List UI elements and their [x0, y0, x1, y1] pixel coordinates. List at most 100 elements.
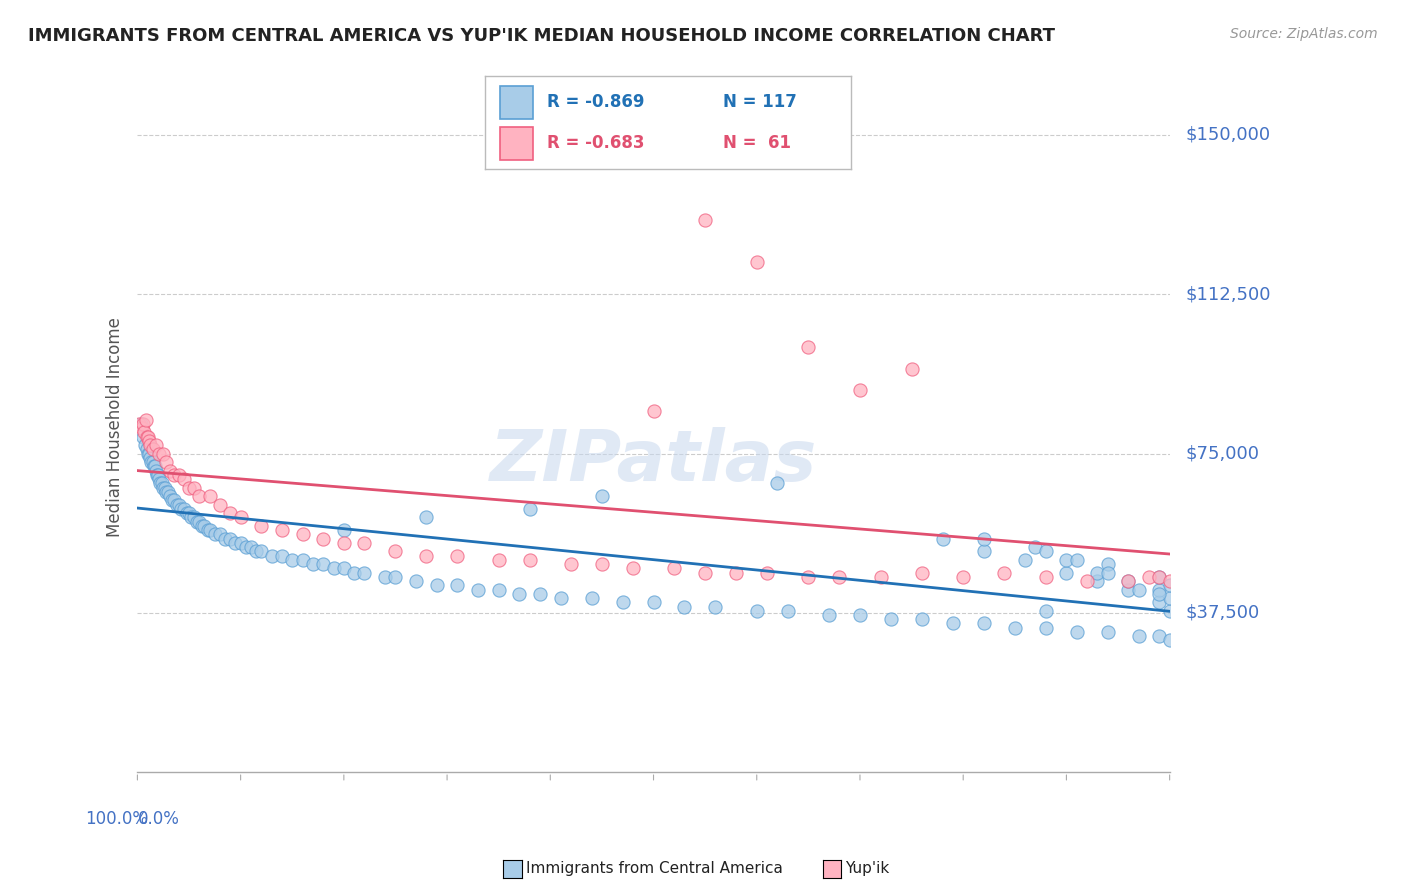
Point [170, 501, 193, 516]
Point [145, 464, 167, 478]
Text: $75,000: $75,000 [1185, 444, 1260, 463]
Point [312, 557, 335, 571]
Point [550, 591, 572, 605]
Point [849, 383, 872, 397]
Point [176, 506, 198, 520]
Point [973, 544, 995, 558]
Point [135, 429, 157, 443]
Point [446, 549, 468, 563]
Point [152, 446, 174, 460]
Text: R = -0.869: R = -0.869 [547, 93, 645, 111]
Point [1097, 625, 1119, 640]
Point [1149, 587, 1171, 601]
Point [353, 536, 375, 550]
Point [828, 570, 851, 584]
Point [162, 467, 184, 482]
Point [1149, 570, 1171, 584]
Y-axis label: Median Household Income: Median Household Income [105, 317, 124, 537]
Point [188, 489, 211, 503]
Point [643, 595, 665, 609]
Text: Immigrants from Central America: Immigrants from Central America [526, 862, 783, 876]
FancyBboxPatch shape [499, 87, 533, 119]
Point [162, 493, 184, 508]
Point [745, 604, 768, 618]
Point [725, 566, 748, 580]
Text: N =  61: N = 61 [723, 135, 790, 153]
Point [1035, 621, 1057, 635]
Point [1097, 557, 1119, 571]
Point [1087, 566, 1109, 580]
Point [1014, 553, 1036, 567]
Point [291, 553, 314, 567]
Point [973, 616, 995, 631]
Point [900, 361, 922, 376]
Point [134, 438, 156, 452]
Text: 100.0%: 100.0% [84, 810, 148, 828]
Point [353, 566, 375, 580]
Point [142, 455, 165, 469]
Point [143, 459, 166, 474]
Point [880, 612, 903, 626]
Point [1087, 574, 1109, 588]
Point [446, 578, 468, 592]
Point [183, 510, 205, 524]
Point [756, 566, 779, 580]
Point [157, 484, 180, 499]
Point [139, 438, 162, 452]
Point [129, 417, 152, 431]
Text: $112,500: $112,500 [1185, 285, 1271, 303]
Point [560, 557, 582, 571]
Point [271, 549, 294, 563]
Point [173, 472, 195, 486]
Text: $37,500: $37,500 [1185, 604, 1260, 622]
Point [519, 553, 541, 567]
Point [1035, 544, 1057, 558]
Point [155, 481, 177, 495]
Point [148, 446, 170, 460]
Point [148, 472, 170, 486]
Point [1149, 582, 1171, 597]
Point [322, 561, 344, 575]
Point [186, 515, 208, 529]
Text: N = 117: N = 117 [723, 93, 797, 111]
Point [643, 404, 665, 418]
Point [219, 506, 242, 520]
Point [612, 595, 634, 609]
Point [776, 604, 799, 618]
Point [384, 570, 406, 584]
Point [183, 481, 205, 495]
Point [911, 566, 934, 580]
Point [159, 464, 181, 478]
Point [1159, 574, 1181, 588]
Point [797, 570, 820, 584]
Point [132, 425, 155, 440]
Point [198, 523, 221, 537]
Point [271, 523, 294, 537]
Point [581, 591, 603, 605]
Point [931, 532, 953, 546]
Point [1137, 570, 1160, 584]
Point [797, 340, 820, 354]
Point [312, 532, 335, 546]
Text: ZIPatlas: ZIPatlas [489, 427, 817, 496]
Point [177, 506, 200, 520]
Point [1149, 570, 1171, 584]
Point [167, 498, 190, 512]
Point [952, 570, 974, 584]
Point [621, 561, 644, 575]
Point [374, 570, 396, 584]
Point [1128, 582, 1150, 597]
Point [1118, 582, 1140, 597]
Point [191, 518, 214, 533]
Point [745, 255, 768, 269]
Point [384, 544, 406, 558]
Point [155, 484, 177, 499]
Point [766, 476, 789, 491]
Point [1159, 604, 1181, 618]
Point [291, 527, 314, 541]
Point [662, 561, 685, 575]
Point [197, 523, 219, 537]
Point [260, 549, 283, 563]
Point [224, 536, 246, 550]
Point [131, 421, 153, 435]
